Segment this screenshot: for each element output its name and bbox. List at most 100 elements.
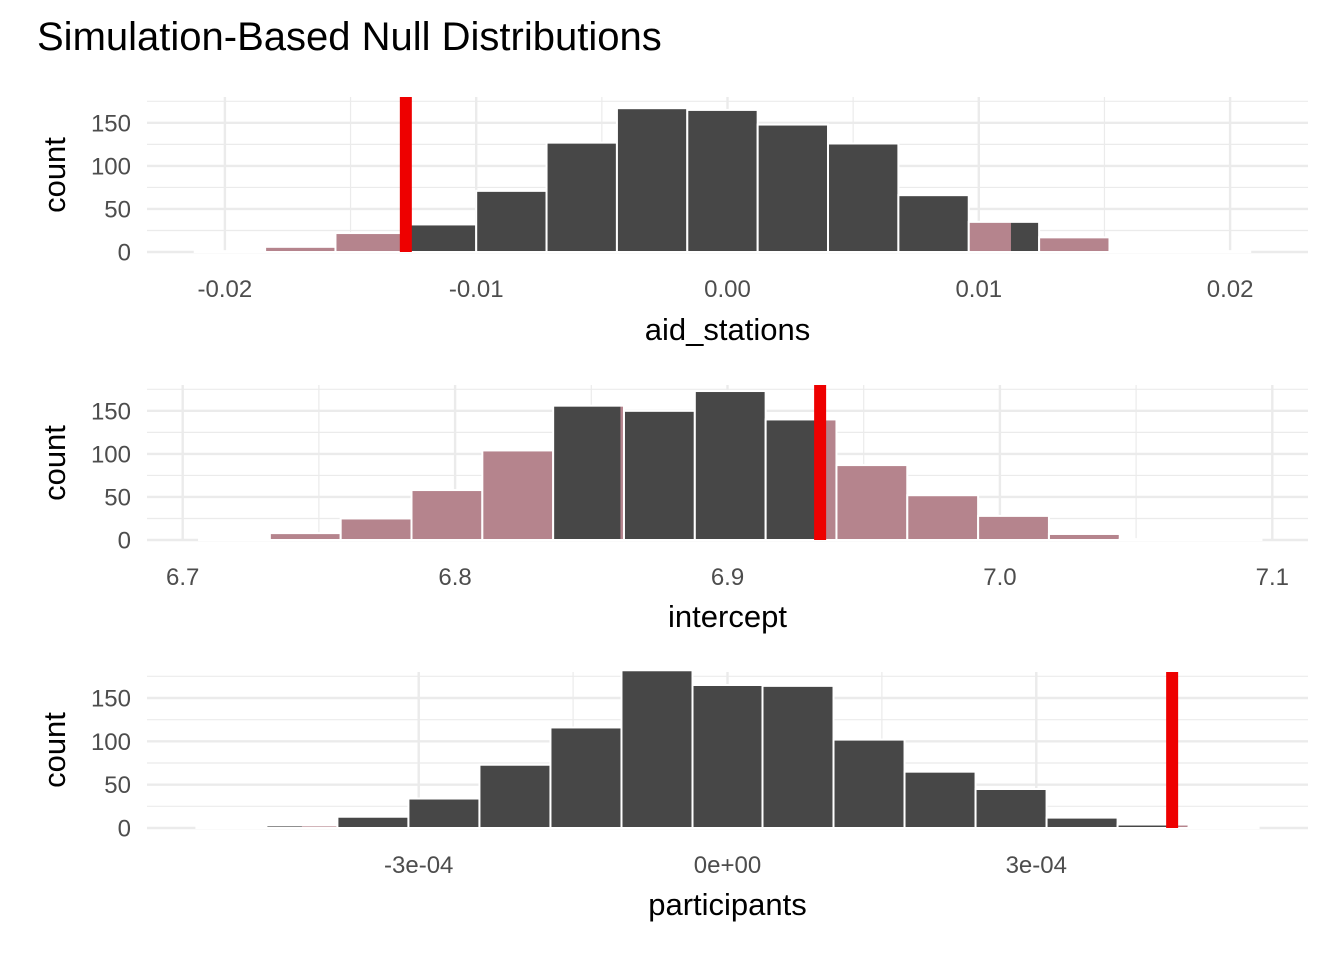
bar-fill [898,195,969,252]
bar-outline [1187,826,1260,830]
histogram-bar [1038,236,1111,254]
y-tick-label: 100 [91,729,131,756]
x-axis-title: intercept [668,599,787,634]
x-tick-label: 7.1 [1256,564,1289,591]
x-tick-label: -0.01 [449,276,504,303]
histogram-bar [265,824,339,830]
observed-statistic-line [1166,672,1179,828]
histogram-bar [686,108,759,253]
histogram-bar [897,194,970,254]
histogram-bar [693,390,767,541]
histogram-bar [268,532,342,541]
histogram-bar [906,494,980,542]
bar-shaded-region [265,246,336,252]
histogram-bar [195,826,268,830]
bar-shaded-region [1170,824,1189,828]
histogram-bar [264,245,337,253]
histogram-bar [545,141,618,253]
x-tick-label: 3e-04 [1006,852,1067,879]
histogram-bar [1178,250,1252,253]
x-tick-label: -3e-04 [384,852,453,879]
chart-title: Simulation-Based Null Distributions [37,15,662,59]
panel-aid_stations: -0.02 -0.01 0.00 0.01 0.02 0 50 100 150 aid_stati… [37,97,1308,347]
histogram-bar [549,726,623,830]
histogram-bar [481,449,555,542]
x-tick-label: 0e+00 [694,852,761,879]
histogram-bar [334,232,407,254]
histogram-bar [1108,249,1181,253]
y-tick-label: 50 [104,196,131,223]
histogram-bar [1187,826,1260,830]
x-tick-label: 6.7 [166,564,199,591]
bar-fill [828,143,899,252]
bar-shaded-region [340,518,412,540]
bar-fill [337,816,409,828]
bar-outline [193,250,267,253]
histogram-bar [615,107,689,253]
bar-shaded-region [968,221,1011,252]
y-axis-title: count [37,425,72,501]
bar-shaded-region [978,515,1049,540]
histogram-bar [827,142,900,253]
bar-fill [757,124,829,252]
y-tick-label: 100 [91,153,131,180]
bar-fill [687,109,758,253]
histogram-bar [475,189,548,254]
y-tick-label: 150 [91,398,131,425]
bar-outline [1045,816,1119,829]
bar-fill [833,739,905,828]
histogram-bar [193,250,267,253]
x-axis-title: participants [648,887,807,922]
bar-fill [1046,817,1118,828]
bar-fill [975,789,1047,828]
histogram-bar [1045,816,1119,829]
bar-outline [1189,538,1263,542]
bar-fill [692,685,763,828]
bar-outline [198,538,271,542]
y-tick-label: 50 [104,484,131,511]
histogram-bar [903,770,977,830]
bar-fill [762,685,834,828]
bar-shaded-region [907,495,979,540]
y-tick-label: 100 [91,441,131,468]
histogram-bar [967,220,1041,254]
histogram-bar [620,669,694,829]
x-tick-label: 0.00 [704,276,751,303]
histogram-bar [552,404,625,541]
bar-outline [974,788,1048,829]
histogram-bar [832,738,906,829]
histogram-bar [404,223,478,253]
y-tick-label: 50 [104,772,131,799]
bar-shaded-region [1039,237,1110,252]
histogram-bar [756,123,830,253]
bar-outline [1178,250,1252,253]
y-tick-label: 150 [91,686,131,713]
histogram-bar [478,763,552,830]
bar-fill [1117,824,1189,828]
y-tick-label: 150 [91,110,131,137]
histogram-bar [1047,532,1121,542]
histogram-bar [407,797,481,829]
bar-shaded-region [1048,533,1120,540]
bar-fill [553,405,624,540]
x-tick-label: 6.8 [438,564,471,591]
observed-statistic-line [814,385,827,540]
histogram-bar [410,489,484,541]
x-tick-label: 0.01 [955,276,1002,303]
bar-outline [1118,538,1192,542]
histogram-bar [622,409,696,542]
bar-fill [546,142,617,252]
bar-fill [623,410,695,540]
bar-shaded-region [335,233,406,252]
bar-shaded-region [411,490,483,540]
bar-fill [694,391,766,540]
x-tick-label: 0.02 [1207,276,1254,303]
y-axis-title: count [37,712,72,788]
bar-fill [479,764,551,828]
facet-panels: -0.02 -0.01 0.00 0.01 0.02 0 50 100 150 aid_stati… [37,97,1308,922]
x-tick-label: -0.02 [198,276,253,303]
x-tick-label: 7.0 [983,564,1016,591]
y-tick-label: 0 [118,240,131,267]
bar-fill [616,108,688,252]
x-axis-title: aid_stations [645,312,810,347]
